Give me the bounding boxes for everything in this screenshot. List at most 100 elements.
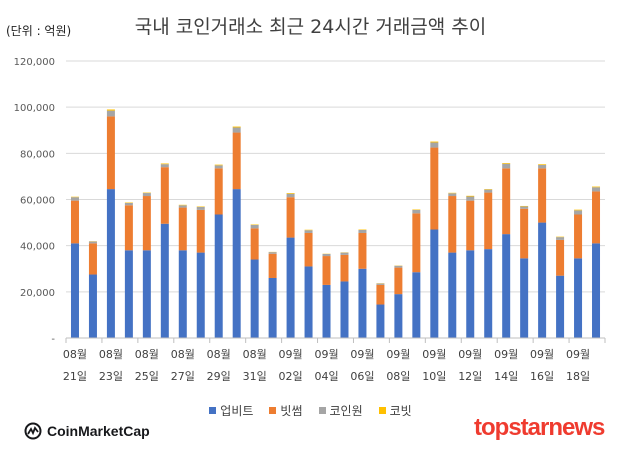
bar-segment <box>268 277 277 338</box>
bar-segment <box>142 193 151 197</box>
y-tick-label: 60,000 <box>20 196 55 207</box>
bar-segment <box>394 294 403 338</box>
bar-segment <box>124 202 133 206</box>
bar-segment <box>358 232 367 269</box>
bar-segment <box>520 208 529 259</box>
bar-segment <box>502 168 511 235</box>
bar-segment <box>214 164 223 166</box>
y-tick-label: 100,000 <box>14 103 55 114</box>
bar-segment <box>232 132 241 190</box>
legend-swatch-upbit <box>209 407 217 414</box>
bar-segment <box>178 205 187 208</box>
bar-segment <box>160 223 169 338</box>
coinmarketcap-name: CoinMarketCap <box>47 423 150 439</box>
bar-segment <box>574 209 583 211</box>
bar-segment <box>322 253 331 257</box>
bar-segment <box>556 275 565 338</box>
topstarnews-logo: topstarnews <box>474 414 605 441</box>
bar-segment <box>502 234 511 338</box>
bar-segment <box>70 197 79 201</box>
bar-segment <box>142 196 151 251</box>
legend-swatch-bithumb <box>269 407 277 414</box>
bar-segment <box>178 207 187 251</box>
bar-segment <box>304 266 313 338</box>
bar-segment <box>322 284 331 338</box>
bar-segment <box>412 209 421 214</box>
bar-segment <box>304 232 313 267</box>
x-tick-label-day: 12일 <box>458 369 482 383</box>
bar-segment <box>268 252 277 254</box>
y-tick-label: 40,000 <box>20 242 55 253</box>
bar-segment <box>124 205 133 251</box>
bar-segment <box>538 222 547 338</box>
bar-segment <box>502 163 511 164</box>
x-tick-label-day: 29일 <box>207 369 231 383</box>
bar-segment <box>430 229 439 338</box>
x-tick-label-day: 31일 <box>243 369 267 383</box>
bar-segment <box>232 189 241 338</box>
bar-segment <box>142 250 151 338</box>
y-tick-label: - <box>51 334 55 345</box>
x-tick-label-month: 08월 <box>243 348 267 361</box>
x-tick-label-month: 09월 <box>494 348 518 361</box>
bar-segment <box>394 267 403 295</box>
x-tick-label-day: 14일 <box>494 369 518 383</box>
bar-segment <box>250 259 259 338</box>
bar-segment <box>250 228 259 260</box>
bar-segment <box>88 274 97 338</box>
bar-segment <box>286 197 295 238</box>
bar-segment <box>520 258 529 338</box>
bar-segment <box>430 141 439 143</box>
bar-segment <box>520 206 529 209</box>
bar-segment <box>358 229 367 233</box>
bar-segment <box>466 196 475 201</box>
coinmarketcap-icon <box>24 422 42 440</box>
x-tick-label-month: 09월 <box>314 348 338 361</box>
bar-segment <box>106 110 115 117</box>
y-tick-label: 120,000 <box>14 57 55 68</box>
bar-segment <box>556 239 565 276</box>
bar-segment <box>286 193 295 198</box>
bar-segment <box>466 200 475 251</box>
bar-segment <box>340 252 349 255</box>
x-tick-label-day: 23일 <box>99 369 123 383</box>
legend-label-coinone: 코인원 <box>329 404 363 418</box>
unit-label: (단위 : 억원) <box>6 24 72 38</box>
bar-segment <box>340 281 349 338</box>
bar-segment <box>448 252 457 338</box>
bar-segment <box>412 213 421 273</box>
bar-segment <box>214 168 223 215</box>
x-tick-label-day: 04일 <box>314 369 338 383</box>
x-tick-label-day: 02일 <box>279 369 303 383</box>
bar-segment <box>484 192 493 250</box>
x-tick-label-month: 09월 <box>386 348 410 361</box>
legend-item-korbit: 코빗 <box>378 402 412 419</box>
bar-segment <box>214 165 223 169</box>
x-tick-label-month: 09월 <box>279 348 303 361</box>
bar-segment <box>430 142 439 148</box>
bar-segment <box>106 189 115 338</box>
x-tick-label-month: 09월 <box>566 348 590 361</box>
bar-segment <box>88 241 97 244</box>
coinmarketcap-logo: CoinMarketCap <box>24 422 150 440</box>
bar-segment <box>574 214 583 259</box>
bar-segment <box>286 237 295 338</box>
legend: 업비트 빗썸 코인원 코빗 <box>0 402 621 419</box>
y-tick-label: 80,000 <box>20 149 55 160</box>
bar-segment <box>178 250 187 338</box>
bar-segment <box>448 193 457 197</box>
bar-segment <box>466 195 475 197</box>
x-tick-label-month: 09월 <box>350 348 374 361</box>
bar-segment <box>286 193 295 194</box>
legend-item-bithumb: 빗썸 <box>269 402 303 419</box>
x-tick-label-day: 08일 <box>386 369 410 383</box>
x-tick-label-day: 27일 <box>171 369 195 383</box>
bar-segment <box>304 230 313 233</box>
bar-segment <box>88 243 97 275</box>
x-tick-label-month: 08월 <box>171 348 195 361</box>
bar-segment <box>160 164 169 168</box>
bar-segment <box>250 224 259 229</box>
bar-segment <box>358 268 367 338</box>
chart-title: 국내 코인거래소 최근 24시간 거래금액 추이 <box>134 16 487 38</box>
